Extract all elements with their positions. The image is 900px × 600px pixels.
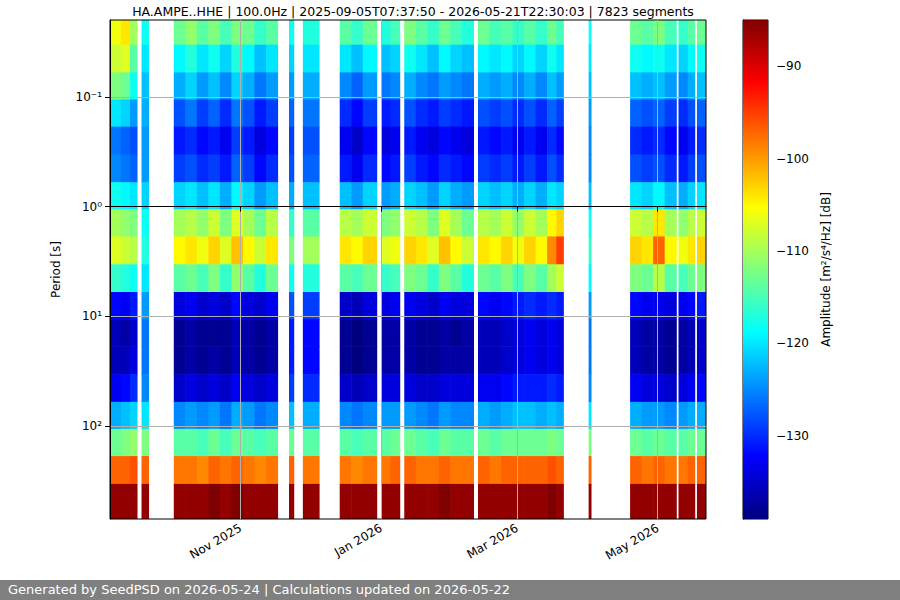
svg-text:Jan 2026: Jan 2026	[331, 521, 385, 560]
svg-text:Mar 2026: Mar 2026	[464, 521, 520, 562]
svg-text:10⁰: 10⁰	[82, 200, 102, 214]
svg-text:Nov 2025: Nov 2025	[187, 521, 244, 562]
svg-text:−130: −130	[776, 429, 809, 443]
svg-text:Generated by SeedPSD on 2026-0: Generated by SeedPSD on 2026-05-24 | Cal…	[8, 582, 510, 597]
svg-text:Period [s]: Period [s]	[49, 241, 63, 298]
svg-text:−110: −110	[776, 244, 809, 258]
svg-text:10²: 10²	[82, 419, 102, 433]
svg-text:Amplitude [m²/s⁴/Hz] [dB]: Amplitude [m²/s⁴/Hz] [dB]	[819, 192, 833, 347]
svg-text:−120: −120	[776, 336, 809, 350]
svg-text:HA.AMPE..HHE | 100.0Hz | 2025-: HA.AMPE..HHE | 100.0Hz | 2025-09-05T07:3…	[132, 4, 694, 19]
svg-text:May 2026: May 2026	[603, 521, 661, 563]
svg-text:10¹: 10¹	[82, 309, 102, 323]
svg-text:10⁻¹: 10⁻¹	[76, 90, 103, 104]
svg-text:−90: −90	[776, 59, 801, 73]
svg-text:−100: −100	[776, 152, 809, 166]
